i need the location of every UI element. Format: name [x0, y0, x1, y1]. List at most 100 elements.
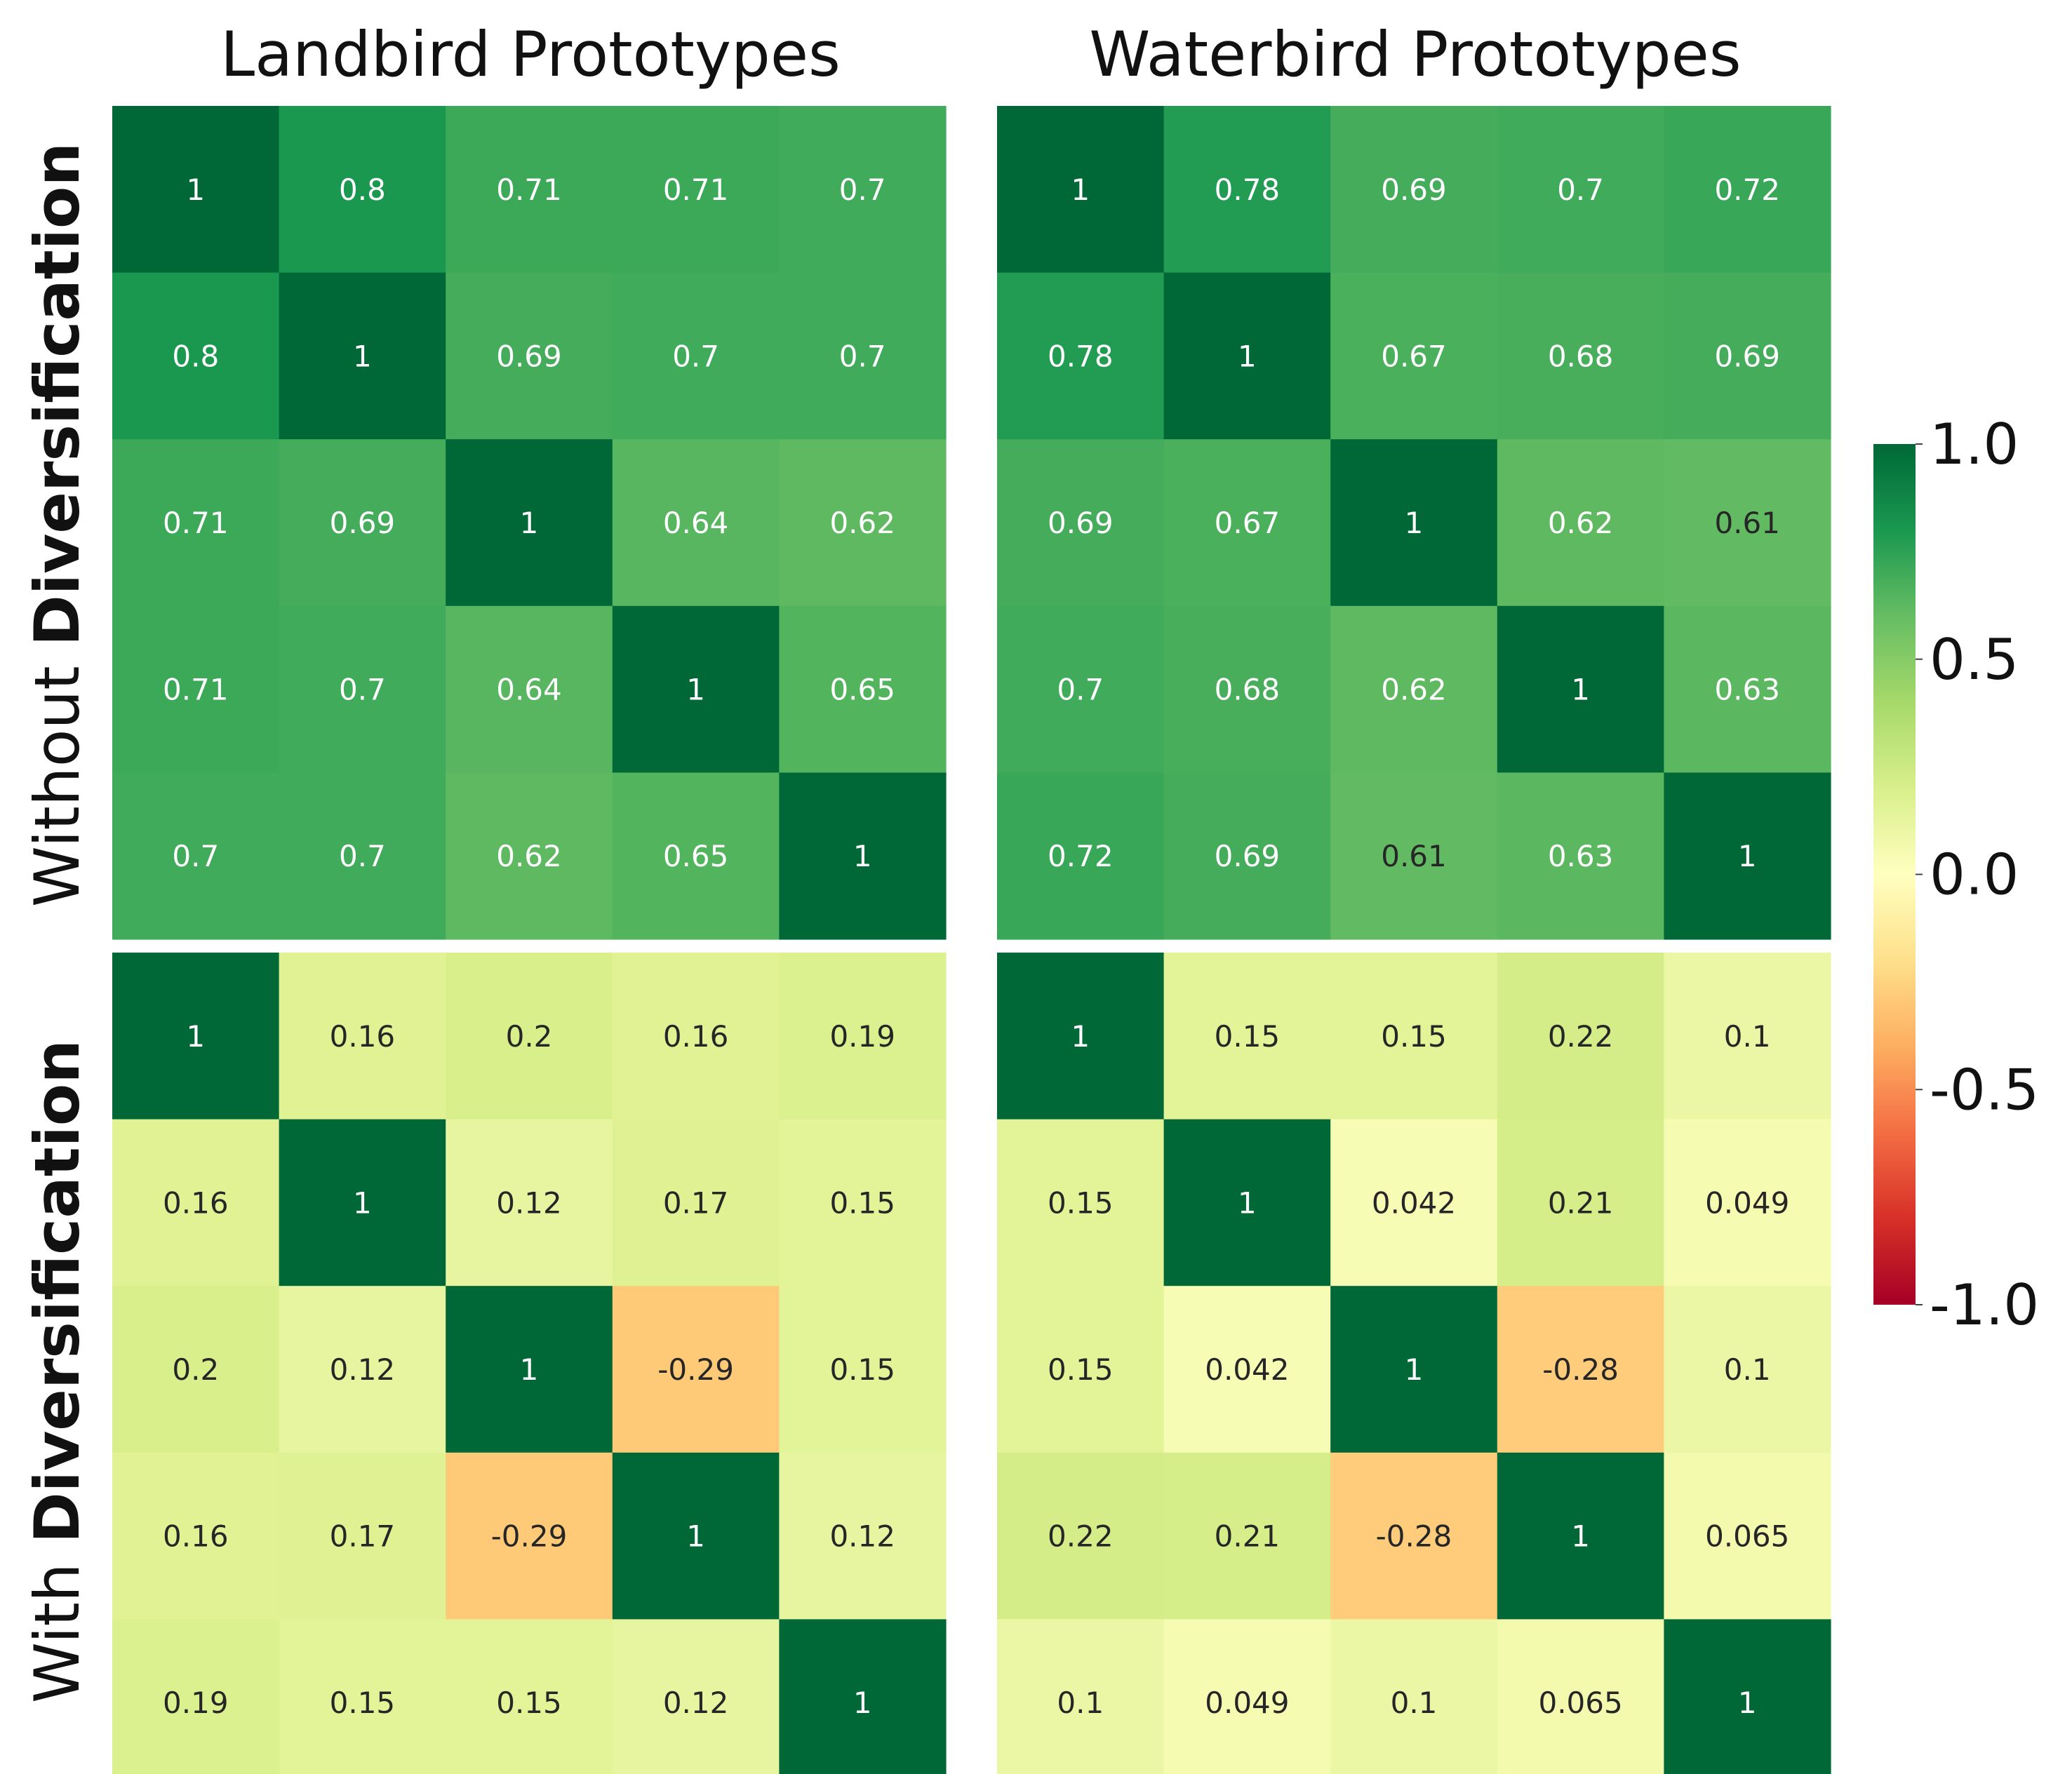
heatmap-cell-label: 0.19 [829, 1019, 895, 1054]
heatmap-cell [446, 605, 613, 773]
heatmap-cell-label: 0.042 [1372, 1185, 1456, 1220]
heatmap-cell [1497, 272, 1664, 440]
heatmap-cell-label: 1 [1738, 839, 1757, 873]
heatmap-cell-label: 1 [520, 1352, 539, 1387]
heatmap-cell-label: 0.62 [1381, 673, 1447, 707]
heatmap-cell [1497, 439, 1664, 607]
heatmap-cell [612, 605, 780, 773]
heatmap-cell [279, 1119, 446, 1286]
heatmap-cell-label: 0.78 [1048, 339, 1114, 373]
column-title-waterbird: Waterbird Prototypes [1089, 18, 1741, 90]
heatmap-cell-label: 0.68 [1548, 339, 1614, 373]
colorbar-ticks: 1.0 0.5 0.0 -0.5 -1.0 [1916, 412, 2039, 1338]
heatmap-cell-label: 1 [1238, 1185, 1257, 1220]
heatmap-cell-label: 0.65 [829, 673, 895, 707]
heatmap-cell [1664, 1119, 1831, 1286]
heatmap-cell [779, 106, 947, 274]
heatmap-cell-label: 0.69 [1714, 339, 1780, 373]
heatmap-cell-label: 0.16 [163, 1185, 229, 1220]
heatmap-cell [112, 605, 280, 773]
heatmap-cell [1163, 1452, 1331, 1620]
heatmap-cell-label: 0.7 [672, 339, 719, 373]
heatmap-waterbird-without: 1 0.78 0.69 0.7 0.72 0.78 1 0.67 0.68 0.69 0.69 0.6… [997, 106, 1831, 940]
heatmap-cell-label: 0.61 [1714, 506, 1780, 540]
heatmap-cell-label: 0.63 [1714, 673, 1780, 707]
heatmap-cell-label: 0.71 [663, 173, 729, 207]
heatmap-cell-label: 0.065 [1538, 1686, 1622, 1720]
heatmap-cell-label: 0.049 [1205, 1686, 1289, 1720]
row-title-without-diversification: Without Diversification [21, 142, 93, 907]
heatmap-cell-label: 0.67 [1381, 339, 1447, 373]
heatmap-cell-label: 0.12 [330, 1352, 396, 1387]
heatmap-cell [1664, 772, 1831, 940]
heatmap-cell [1497, 605, 1664, 773]
heatmap-cell [612, 1619, 780, 1774]
row-title-without-bold: Diversification [21, 142, 93, 646]
heatmap-cell [279, 439, 446, 607]
heatmap-cell [1330, 772, 1498, 940]
heatmap-cell [1330, 439, 1498, 607]
heatmap-cell-label: 0.7 [839, 173, 886, 207]
heatmap-cell-label: 1 [1571, 1519, 1590, 1554]
heatmap-cell [779, 605, 947, 773]
heatmap-cell [1497, 953, 1664, 1120]
heatmap-cell-label: 1 [1071, 1019, 1090, 1054]
colorbar-tick-label: 1.0 [1930, 412, 2019, 477]
heatmap-cell [446, 1119, 613, 1286]
heatmap-cell [112, 1119, 280, 1286]
heatmap-waterbird-with: 1 0.15 0.15 0.22 0.1 0.15 1 0.042 0.21 0.049 0.15 0… [997, 953, 1831, 1774]
heatmap-cell [446, 953, 613, 1120]
heatmap-cell-label: 1 [853, 839, 872, 873]
heatmap-cell-label: 0.1 [1057, 1686, 1104, 1720]
heatmap-cell [1163, 1619, 1331, 1774]
heatmap-landbird-without: 1 0.8 0.71 0.71 0.70.8 1 0.69 0.7 0.70.71 0.69 1 0.… [112, 106, 947, 940]
heatmap-cell-label: 0.15 [496, 1686, 562, 1720]
heatmap-cell-label: 0.1 [1724, 1352, 1771, 1387]
heatmap-cell [1330, 272, 1498, 440]
heatmap-cell-label: 0.62 [1548, 506, 1614, 540]
heatmap-cell [279, 106, 446, 274]
heatmap-cell [997, 1286, 1165, 1453]
heatmap-cell-label: 0.065 [1705, 1519, 1789, 1554]
heatmap-cell-label: 0.61 [1381, 839, 1447, 873]
heatmap-cell [1330, 953, 1498, 1120]
heatmap-cell-label: 0.15 [330, 1686, 396, 1720]
heatmap-cell-label: 0.16 [330, 1019, 396, 1054]
heatmap-cell-label: 1 [686, 1519, 705, 1554]
heatmap-cell [997, 772, 1165, 940]
heatmap-cell [1497, 1286, 1664, 1453]
colorbar-gradient [1873, 444, 1916, 1305]
colorbar-tick-label: -1.0 [1930, 1272, 2039, 1338]
heatmap-cell-label: 1 [1071, 173, 1090, 207]
row-title-without-prefix: Without [21, 646, 93, 907]
heatmap-cell-label: 1 [1571, 673, 1590, 707]
heatmap-cell-label: 0.69 [496, 339, 562, 373]
heatmap-cell [997, 439, 1165, 607]
heatmap-cell [997, 605, 1165, 773]
heatmap-cell-label: 0.12 [663, 1686, 729, 1720]
heatmap-cell [612, 1119, 780, 1286]
heatmap-cell [1163, 953, 1331, 1120]
heatmap-cell-label: 0.7 [339, 673, 386, 707]
heatmap-cell-label: 0.65 [663, 839, 729, 873]
heatmap-cell-label: 0.62 [829, 506, 895, 540]
heatmap-cell [997, 272, 1165, 440]
heatmap-cell-label: -0.28 [1542, 1352, 1619, 1387]
heatmap-cell [446, 272, 613, 440]
heatmap-cell [112, 106, 280, 274]
heatmap-cell-label: 0.15 [829, 1185, 895, 1220]
heatmap-cell [446, 1286, 613, 1453]
heatmap-cell [446, 772, 613, 940]
colorbar-tick-label: -0.5 [1930, 1057, 2039, 1122]
heatmap-cell [997, 953, 1165, 1120]
heatmap-cell-label: 0.19 [163, 1686, 229, 1720]
heatmap-cell [446, 439, 613, 607]
heatmap-cell [779, 1286, 947, 1453]
heatmap-cell [1330, 1452, 1498, 1620]
heatmap-cell-label: 0.72 [1714, 173, 1780, 207]
heatmap-cell-label: 0.15 [1215, 1019, 1281, 1054]
heatmap-landbird-with: 1 0.16 0.2 0.16 0.19 0.16 1 0.12 0.17 0.15 0.2 0.12… [112, 953, 947, 1774]
heatmap-cell-label: 0.71 [496, 173, 562, 207]
heatmap-cell [1664, 605, 1831, 773]
